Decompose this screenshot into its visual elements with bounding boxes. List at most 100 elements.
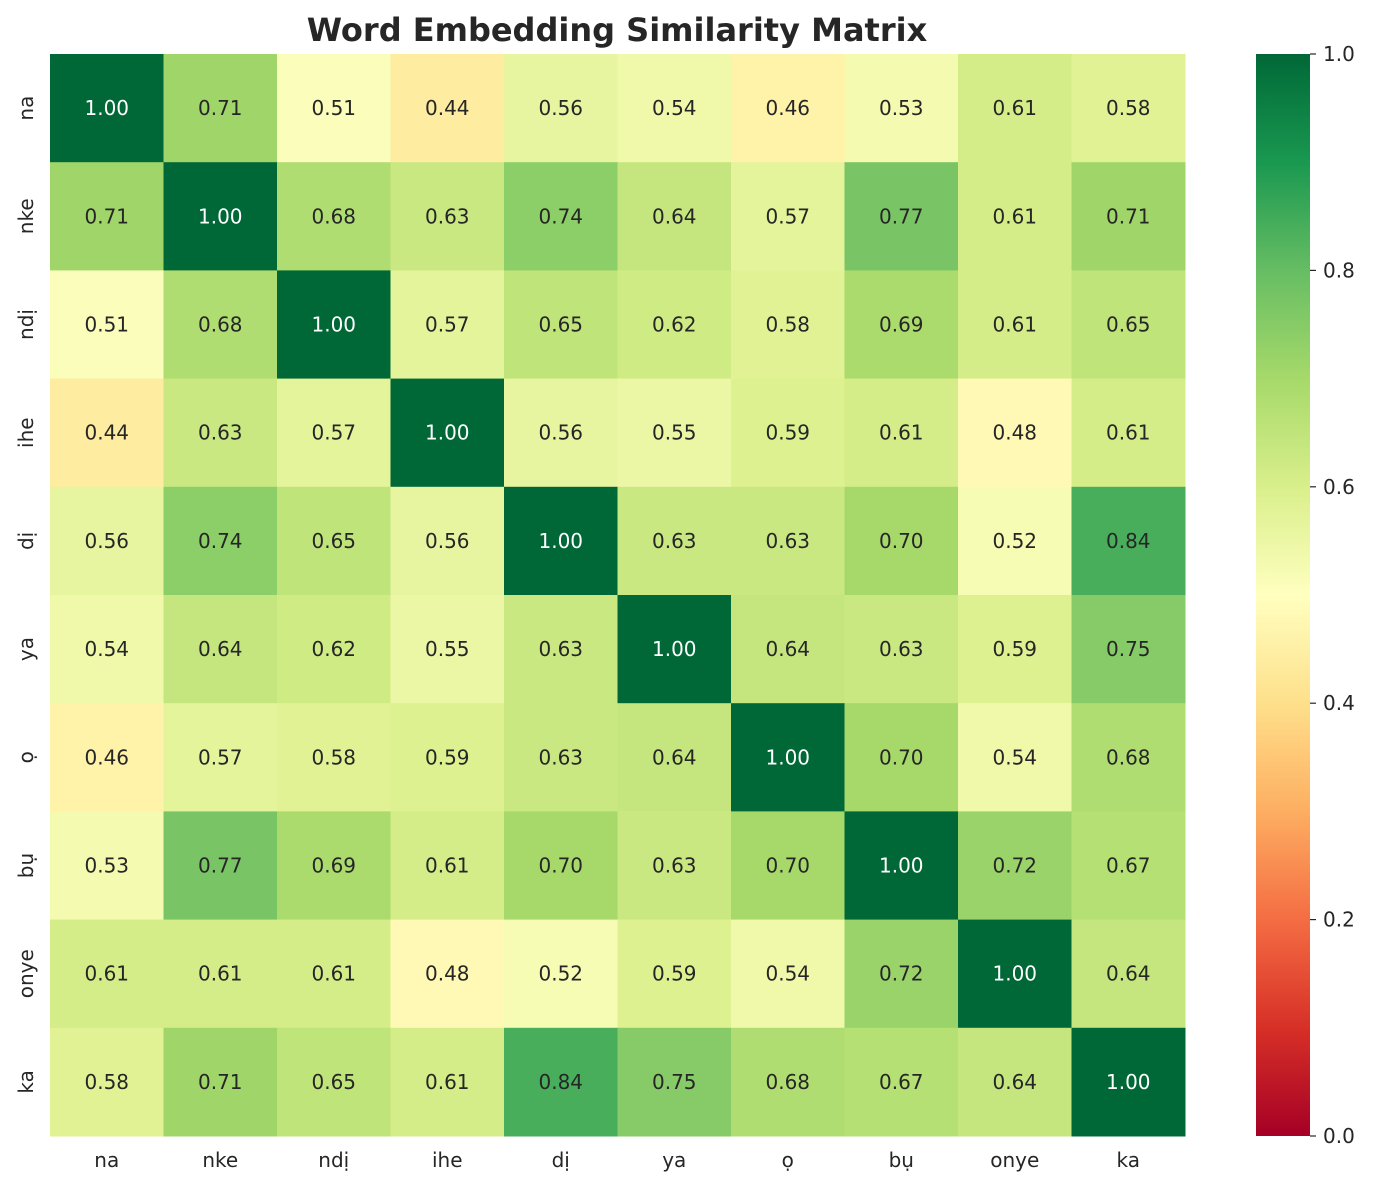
cell-value-label: 1.00 xyxy=(538,529,583,553)
heatmap-cell xyxy=(617,270,732,380)
cell-value-label: 1.00 xyxy=(425,421,470,445)
cell-value-label: 0.71 xyxy=(198,1070,243,1094)
cell-value-label: 0.84 xyxy=(1106,529,1151,553)
heatmap-cell xyxy=(731,595,845,704)
cell-value-label: 0.74 xyxy=(538,204,583,228)
heatmap-cell xyxy=(504,162,618,271)
colorbar: 0.0 0.2 0.4 0.6 0.8 1.0 xyxy=(1256,42,1355,1148)
cell-value-label: 0.62 xyxy=(311,637,356,661)
cell-value-label: 0.58 xyxy=(311,745,356,769)
y-tick-label: ndị xyxy=(14,309,38,340)
heatmap-cell xyxy=(390,919,505,1029)
heatmap-cell xyxy=(958,162,1072,271)
heatmap-cell xyxy=(731,162,845,271)
y-tick-label: ka xyxy=(14,1070,38,1094)
heatmap-cell xyxy=(504,270,618,380)
heatmap-cell xyxy=(1071,486,1186,596)
heatmap-cell xyxy=(390,378,505,488)
heatmap-cell xyxy=(844,1027,959,1137)
cell-value-label: 0.75 xyxy=(652,1070,697,1094)
cell-value-label: 0.56 xyxy=(538,96,583,120)
heatmap-cell xyxy=(390,703,505,812)
heatmap-cell xyxy=(731,919,845,1029)
heatmap-cell xyxy=(731,270,845,380)
cell-value-label: 0.55 xyxy=(652,421,697,445)
cell-value-label: 0.54 xyxy=(765,962,810,986)
heatmap-cell xyxy=(1071,595,1186,704)
heatmap-cell xyxy=(50,162,164,271)
colorbar-tick-label: 0.8 xyxy=(1323,258,1355,282)
heatmap-cell xyxy=(844,811,959,921)
heatmap-cell xyxy=(617,1027,732,1137)
cell-value-label: 1.00 xyxy=(765,745,810,769)
heatmap-cell xyxy=(617,811,732,921)
cell-value-label: 0.62 xyxy=(652,313,697,337)
heatmap-cell xyxy=(844,378,959,488)
cell-value-label: 0.70 xyxy=(538,854,583,878)
heatmap-cell xyxy=(958,486,1072,596)
cell-value-label: 0.77 xyxy=(879,204,924,228)
heatmap-cell xyxy=(50,378,164,488)
heatmap-cell xyxy=(844,703,959,812)
x-tick-label: bụ xyxy=(889,1148,914,1172)
cell-value-label: 0.53 xyxy=(879,96,924,120)
cell-value-label: 0.64 xyxy=(765,637,810,661)
x-tick-label: na xyxy=(94,1148,119,1172)
heatmap-cell xyxy=(617,703,732,812)
heatmap-cell xyxy=(958,703,1072,812)
cell-value-label: 0.56 xyxy=(425,529,470,553)
heatmap-cell xyxy=(617,919,732,1029)
cell-value-label: 0.59 xyxy=(992,637,1037,661)
cell-value-label: 0.57 xyxy=(311,421,356,445)
heatmap-cell xyxy=(958,595,1072,704)
heatmap-cell xyxy=(844,54,959,163)
heatmap-cell xyxy=(163,595,278,704)
cell-value-label: 0.58 xyxy=(765,313,810,337)
colorbar-tick-label: 0.0 xyxy=(1323,1124,1355,1148)
colorbar-ticks: 0.0 0.2 0.4 0.6 0.8 1.0 xyxy=(1310,42,1355,1148)
cell-value-label: 0.54 xyxy=(84,637,129,661)
cell-value-label: 1.00 xyxy=(84,96,129,120)
cell-value-label: 0.64 xyxy=(1106,962,1151,986)
y-tick-label: bụ xyxy=(14,853,38,878)
heatmap-cell xyxy=(50,486,164,596)
cell-value-label: 0.64 xyxy=(652,745,697,769)
cell-value-label: 0.54 xyxy=(992,745,1037,769)
heatmap-cell xyxy=(844,486,959,596)
cell-value-label: 0.71 xyxy=(84,204,129,228)
cell-value-label: 0.84 xyxy=(538,1070,583,1094)
cell-value-label: 0.54 xyxy=(652,96,697,120)
heatmap-cell xyxy=(504,486,618,596)
heatmap-cell xyxy=(1071,811,1186,921)
heatmap-cell xyxy=(731,703,845,812)
y-tick-label: ihe xyxy=(14,417,38,448)
x-tick-label: nke xyxy=(202,1148,238,1172)
cell-value-label: 0.52 xyxy=(538,962,583,986)
cell-value-label: 0.52 xyxy=(992,529,1037,553)
cell-value-label: 0.59 xyxy=(765,421,810,445)
cell-value-label: 0.67 xyxy=(1106,854,1151,878)
cell-value-label: 0.63 xyxy=(765,529,810,553)
colorbar-tick-label: 1.0 xyxy=(1323,42,1355,66)
cell-value-label: 0.53 xyxy=(84,854,129,878)
y-axis-tick-labels: na nke ndị ihe dị ya ọ bụ onye ka xyxy=(14,96,38,1094)
cell-value-label: 0.68 xyxy=(1106,745,1151,769)
heatmap-cell xyxy=(390,595,505,704)
heatmap-cell xyxy=(163,270,278,380)
heatmap-cell xyxy=(958,270,1072,380)
cell-value-label: 0.51 xyxy=(311,96,356,120)
cell-value-label: 0.46 xyxy=(765,96,810,120)
heatmap-cell xyxy=(50,270,164,380)
y-tick-label: nke xyxy=(14,198,38,234)
cell-value-label: 1.00 xyxy=(198,204,243,228)
cell-value-label: 0.59 xyxy=(652,962,697,986)
cell-value-label: 0.63 xyxy=(879,637,924,661)
heatmap-cell xyxy=(163,162,278,271)
cell-value-label: 0.61 xyxy=(198,962,243,986)
cell-value-label: 0.65 xyxy=(311,529,356,553)
colorbar-tick-label: 0.2 xyxy=(1323,908,1355,932)
y-tick-label: ọ xyxy=(14,751,38,763)
heatmap-cell xyxy=(731,486,845,596)
heatmap-cell xyxy=(277,54,391,163)
cell-value-label: 0.67 xyxy=(879,1070,924,1094)
